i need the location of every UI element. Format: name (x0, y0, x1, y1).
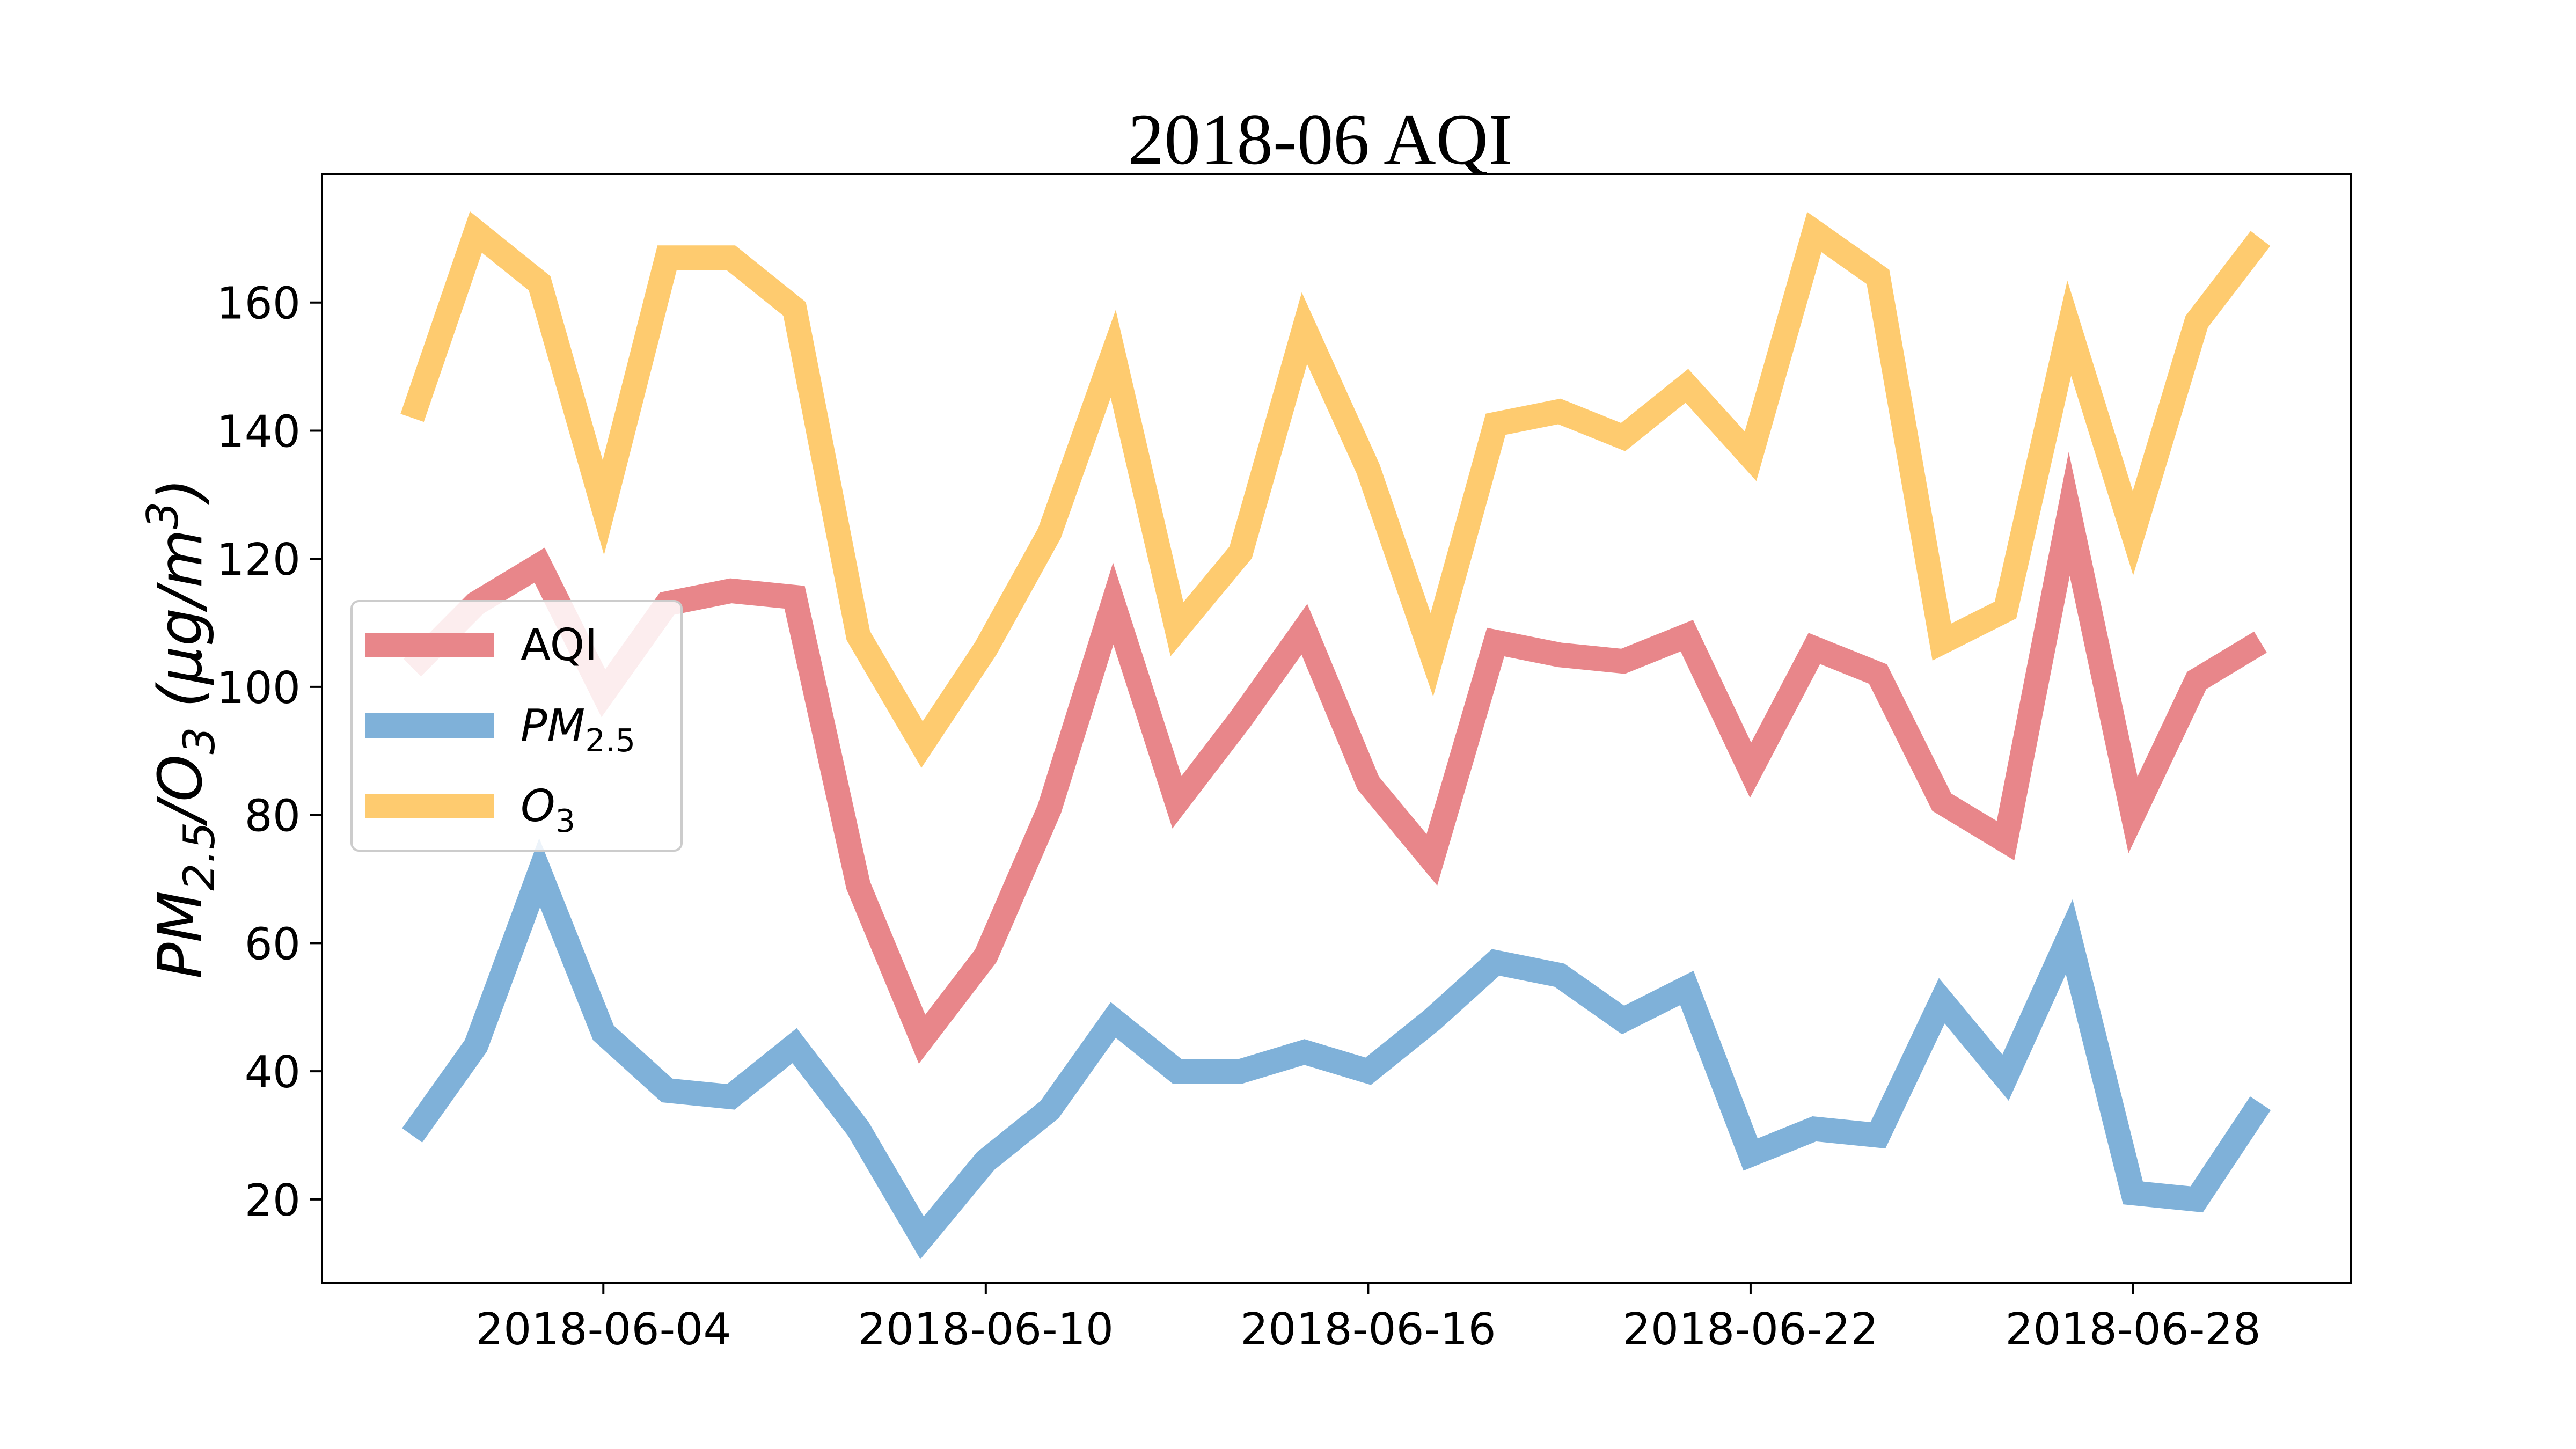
y-tick-label: 140 (216, 406, 301, 457)
y-tick-label: 60 (245, 919, 301, 970)
legend: AQI PM2.5 O3 (350, 600, 683, 852)
y-tick-label: 100 (216, 663, 301, 714)
series-line-o3 (400, 211, 2271, 768)
x-tick-label: 2018-06-28 (2005, 1304, 2261, 1355)
y-tick-label: 120 (216, 535, 301, 586)
series-line-pm25 (402, 838, 2271, 1260)
legend-entry-label: PM2.5 (521, 700, 635, 759)
series-line-aqi (403, 452, 2267, 1064)
y-tick-label: 160 (216, 279, 301, 330)
y-tick-label: 80 (245, 791, 301, 842)
legend-entry-label: AQI (521, 620, 597, 671)
y-tick-label: 20 (245, 1175, 301, 1226)
x-tick-label: 2018-06-22 (1623, 1304, 1879, 1355)
x-tick-label: 2018-06-16 (1240, 1304, 1496, 1355)
y-tick-label: 40 (245, 1047, 301, 1098)
y-axis: 20 40 60 80 100 120 140 160 (216, 279, 322, 1226)
legend-box (350, 600, 683, 852)
plot-frame (321, 173, 2352, 1284)
legend-entry-label: O3 (521, 781, 575, 839)
x-tick-label: 2018-06-04 (475, 1304, 731, 1355)
chart-title: 2018-06 AQI (1128, 100, 1512, 180)
y-axis-label: PM2.5/O3 (µg/m3) (138, 478, 225, 979)
x-axis: 2018-06-04 2018-06-10 2018-06-16 2018-06-22… (475, 1283, 2261, 1355)
x-tick-label: 2018-06-10 (858, 1304, 1114, 1355)
series-layer (400, 211, 2271, 1260)
